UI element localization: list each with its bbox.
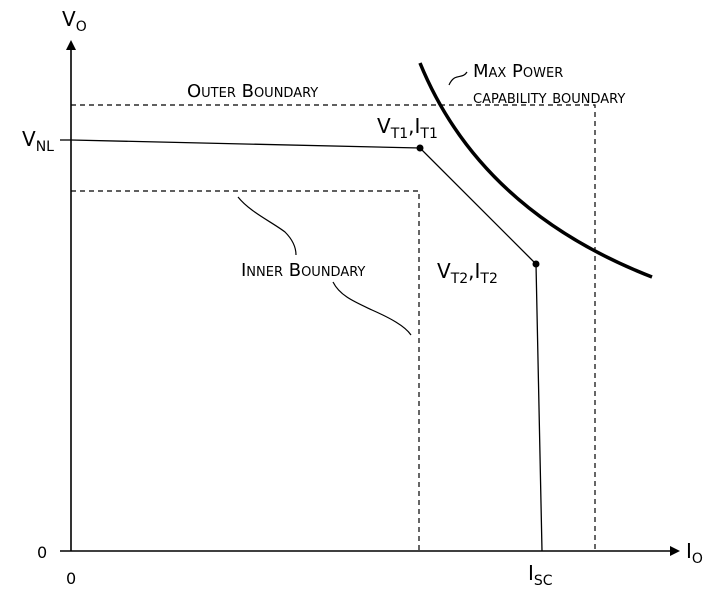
outer-boundary-line [71,104,596,551]
origin-x-label: 0 [66,569,76,588]
t2-v: V [437,259,451,283]
vnl-label-main: V [22,127,36,151]
origin-y-label: 0 [37,543,47,562]
max-power-label-line2: capability boundary [473,87,625,108]
inner-boundary-label: Inner Boundary [241,260,365,281]
load-characteristic-curve [70,139,543,552]
max-power-label-line1: Max Power [473,61,563,82]
isc-label-main: I [528,561,534,585]
t1-sep: , [408,114,414,138]
t1-v: V [377,114,391,138]
t2-i: I [475,259,481,283]
outer-boundary-label: Outer Boundary [187,81,318,102]
inner-boundary-line [71,190,420,551]
point-t2-marker [532,260,540,268]
t1-v-sub: T1 [390,126,408,142]
y-axis-label-sub: O [76,19,87,35]
isc-label-sub: SC [534,573,553,589]
y-axis-label: VO [62,7,87,35]
point-t1-label: VT1,IT1 [377,114,438,142]
x-axis-label: IO [686,539,703,567]
x-axis-label-sub: O [692,551,703,567]
t2-v-sub: T2 [450,271,468,287]
max-power-boundary-curve [418,62,653,279]
vnl-label: VNL [22,127,54,155]
inner-boundary-leader-lower [332,281,412,336]
inner-boundary-leader-upper [237,196,297,256]
t2-i-sub: T2 [479,271,497,287]
point-t1-marker [416,144,424,152]
isc-label: ISC [528,561,553,589]
t2-sep: , [468,259,474,283]
point-t2-label: VT2,IT2 [437,259,498,287]
t1-i-sub: T1 [419,126,437,142]
y-axis-label-main: V [62,7,76,31]
max-power-leader [448,71,468,86]
t1-i: I [415,114,421,138]
x-axis-label-main: I [686,539,692,563]
vnl-label-sub: NL [36,139,54,155]
